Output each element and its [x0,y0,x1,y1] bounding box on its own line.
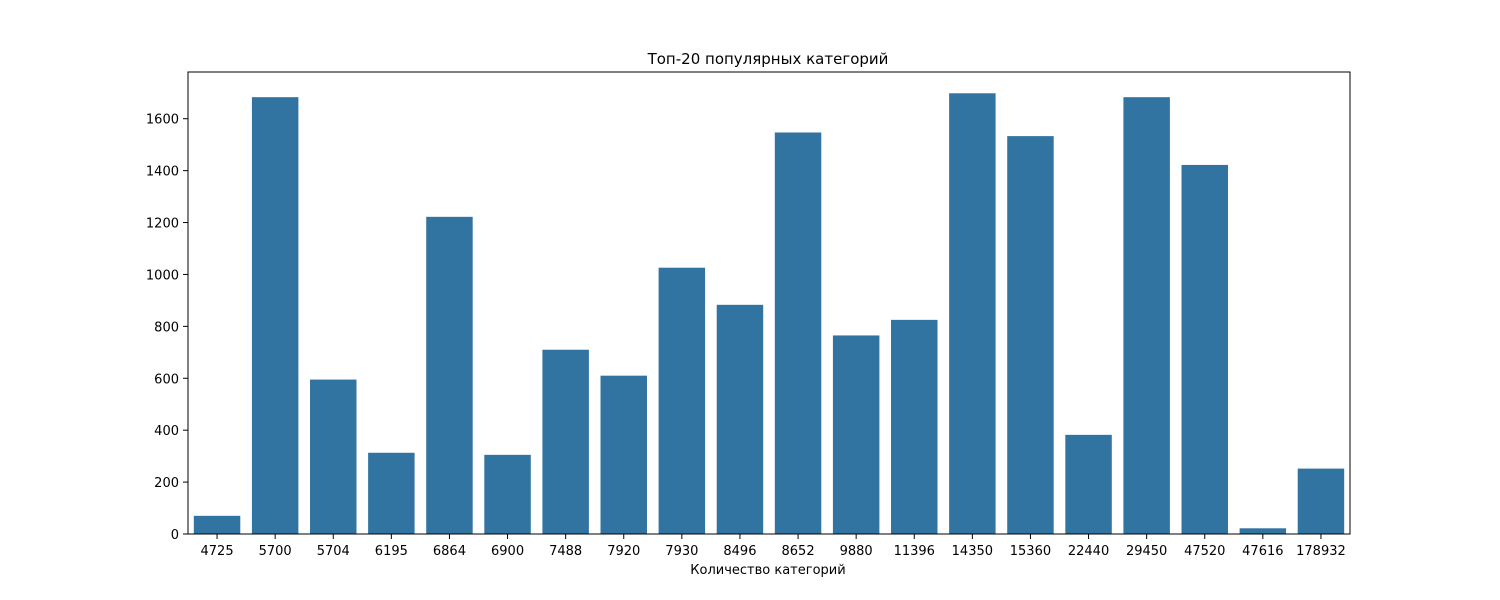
bar-22440 [1065,434,1112,534]
x-tick-label: 4725 [201,544,234,559]
y-axis: 0 200 400 600 800 1000 1200 1400 1600 [146,113,188,543]
x-tick-label: 7488 [549,544,582,559]
bar-9880 [832,335,880,534]
plot-frame [187,71,1351,535]
bar-7488 [542,349,589,534]
bar-178932 [1297,468,1345,534]
y-tick-label: 1200 [146,217,179,232]
x-tick-label: 7920 [607,544,640,559]
x-tick-label: 8496 [723,544,756,559]
x-axis: 4725 5700 5704 6195 6864 6900 7488 7920 7930 8496… [201,534,1346,559]
y-tick-label: 1400 [146,165,179,180]
y-tick-label: 400 [154,424,179,439]
x-tick-label: 14350 [952,544,993,559]
x-tick-label: 29450 [1126,544,1167,559]
bar-8652 [774,132,822,535]
y-tick-label: 200 [154,476,179,491]
y-tick-label: 1600 [146,113,179,128]
x-tick-label: 22440 [1068,544,1109,559]
bar-7920 [600,375,647,534]
bar-15360 [1007,136,1054,535]
x-tick-label: 47616 [1242,544,1283,559]
y-tick-label: 800 [154,320,179,335]
bar-5704 [310,379,357,534]
bar-11396 [891,319,938,534]
bar-47520 [1181,164,1228,535]
bar-14350 [949,93,996,534]
bar-4725 [193,515,241,534]
y-tick-label: 600 [154,372,179,387]
x-tick-label: 6864 [433,544,466,559]
bar-6900 [484,454,531,534]
x-axis-label: Количество категорий [690,563,845,578]
bar-6195 [368,452,415,534]
bar-8496 [716,304,764,534]
bar-7930 [658,267,706,534]
y-tick-label: 1000 [146,268,179,283]
x-tick-label: 47520 [1184,544,1225,559]
x-tick-label: 5704 [317,544,350,559]
x-tick-label: 8652 [782,544,815,559]
chart-title: Топ-20 популярных категорий [647,50,889,68]
x-tick-label: 6195 [375,544,408,559]
x-tick-label: 9880 [840,544,873,559]
bar-47616 [1239,528,1287,534]
x-tick-label: 6900 [491,544,524,559]
bar-29450 [1123,97,1170,535]
y-tick-label: 0 [171,528,179,543]
x-tick-label: 178932 [1296,544,1346,559]
x-tick-label: 5700 [259,544,292,559]
bars-group [193,93,1345,535]
bar-5700 [251,97,299,535]
x-tick-label: 7930 [665,544,698,559]
bar-6864 [426,216,473,534]
x-tick-label: 15360 [1010,544,1051,559]
x-tick-label: 11396 [894,544,935,559]
